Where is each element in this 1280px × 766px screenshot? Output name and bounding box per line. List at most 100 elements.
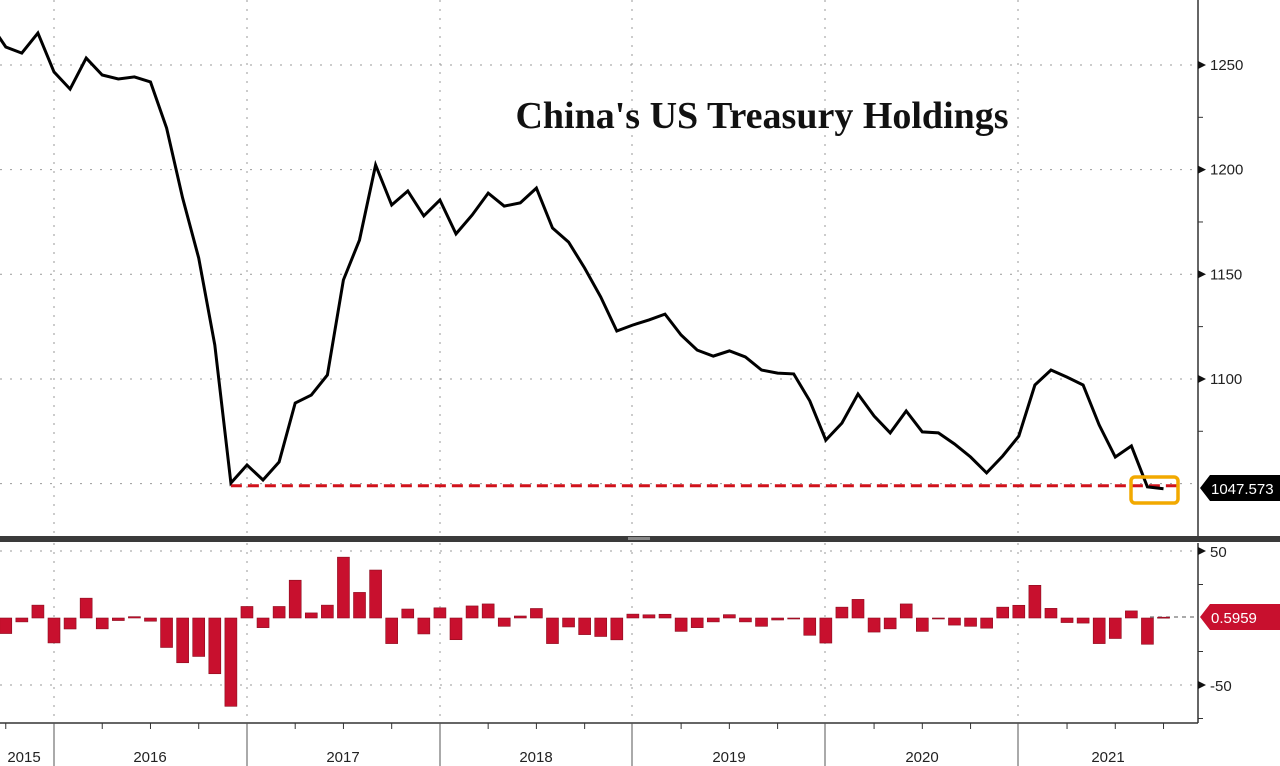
change-bar: [883, 617, 897, 630]
change-bar: [706, 617, 720, 623]
tick-marker: [1198, 61, 1206, 69]
last-point-highlight: [1129, 475, 1180, 505]
change-bar: [63, 617, 77, 630]
change-bar: [385, 617, 398, 644]
change-bar: [112, 617, 125, 621]
change-bar: [739, 617, 752, 623]
change-bar: [497, 617, 511, 627]
change-bar: [433, 607, 447, 619]
change-bar: [1012, 604, 1026, 619]
change-bar: [1044, 608, 1058, 619]
tick-marker: [1198, 165, 1206, 174]
change-bar: [642, 614, 656, 619]
change-bar: [256, 617, 270, 628]
y-tick-label: 1200: [1210, 162, 1243, 179]
top-panel: [0, 0, 1198, 536]
change-bar: [916, 617, 929, 632]
change-bar: [321, 604, 334, 619]
change-bar: [481, 603, 495, 619]
change-bar: [771, 617, 784, 621]
change-bar: [304, 612, 318, 619]
x-year-label: 2016: [133, 749, 166, 766]
x-year-label: 2021: [1091, 749, 1124, 766]
x-year-label: 2015: [7, 749, 40, 766]
change-bar: [47, 617, 61, 644]
x-year-label: 2020: [905, 749, 938, 766]
change-bar: [530, 608, 543, 619]
change-bar: [128, 616, 141, 619]
change-bar: [288, 579, 302, 619]
change-bar: [369, 569, 382, 619]
change-bar: [353, 592, 366, 619]
change-bar: [980, 617, 993, 629]
change-bar: [578, 617, 591, 635]
tick-marker: [1198, 681, 1206, 689]
change-bar: [867, 617, 881, 633]
change-bar: [1076, 617, 1090, 624]
change-bar: [610, 617, 624, 641]
chart-title: China's US Treasury Holdings: [515, 95, 1008, 137]
change-bar: [562, 617, 575, 628]
change-bar: [1028, 585, 1042, 619]
y-tick-label: 1100: [1210, 371, 1242, 388]
change-bar: [31, 604, 45, 619]
x-year-label: 2017: [326, 749, 359, 766]
change-bar: [1125, 610, 1138, 619]
change-bar: [160, 617, 173, 648]
change-bar: [787, 617, 800, 620]
change-bar: [546, 617, 559, 644]
last-value-tag: [1200, 475, 1280, 501]
change-bar: [674, 617, 688, 632]
y-tick-label: 1250: [1210, 57, 1243, 74]
change-bar: [723, 614, 736, 619]
change-bar: [594, 617, 608, 637]
panel-divider-handle: [628, 537, 650, 540]
change-bar: [835, 606, 849, 619]
change-bar: [15, 617, 29, 623]
change-bar: [0, 617, 13, 634]
y-tick-label: 50: [1210, 544, 1227, 561]
change-bar: [401, 608, 415, 619]
change-bar: [144, 617, 157, 622]
change-bar: [240, 606, 254, 619]
change-bar: [337, 556, 350, 619]
change-bar: [899, 603, 913, 619]
change-bar: [964, 617, 977, 627]
change-bar: [932, 617, 945, 620]
change-bar: [1060, 617, 1074, 623]
change-bar: [626, 613, 640, 619]
change-bar: [996, 606, 1010, 619]
last-change-label: 0.5959: [1211, 610, 1257, 627]
change-bar: [1092, 617, 1106, 644]
change-bar: [208, 617, 222, 675]
change-bar: [819, 617, 833, 644]
change-bar: [272, 606, 286, 619]
change-bar: [176, 617, 189, 664]
change-bar: [224, 617, 238, 707]
y-tick-label: 1150: [1210, 266, 1242, 283]
x-year-label: 2019: [712, 749, 745, 766]
change-bar: [449, 617, 463, 641]
change-bar: [1108, 617, 1122, 639]
y-tick-label: -50: [1210, 678, 1232, 695]
last-change-tag: [1200, 604, 1280, 630]
change-bar: [1157, 616, 1170, 619]
tick-marker: [1198, 547, 1206, 555]
change-bar: [192, 617, 206, 657]
change-bar: [803, 617, 817, 636]
change-bar: [514, 615, 527, 619]
change-bar: [1141, 617, 1154, 645]
change-bar: [658, 613, 672, 619]
change-bar: [465, 605, 479, 619]
tick-marker: [1198, 270, 1206, 279]
change-bar: [851, 599, 865, 619]
holdings-line: [0, 30, 1164, 491]
change-bar: [690, 617, 704, 628]
change-bar: [79, 597, 93, 619]
x-year-label: 2018: [519, 749, 552, 766]
change-bar: [417, 617, 431, 635]
change-bar: [95, 617, 109, 630]
last-value-label: 1047.573: [1211, 481, 1274, 498]
tick-marker: [1198, 374, 1206, 383]
